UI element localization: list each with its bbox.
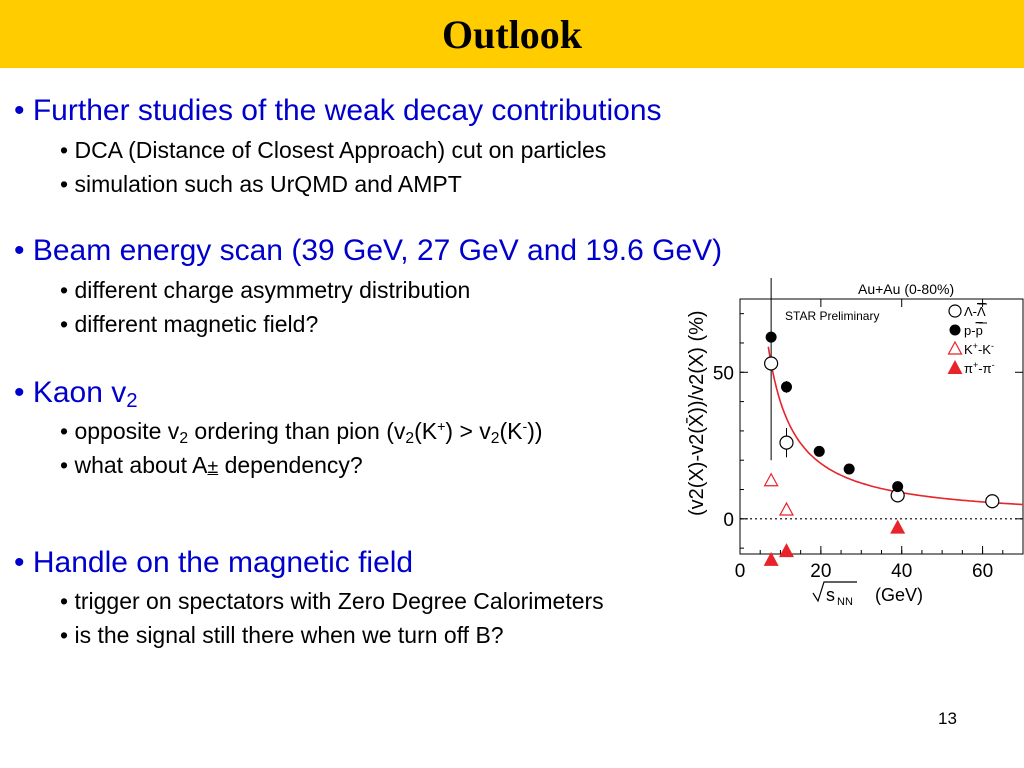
text-run: (K <box>414 418 438 444</box>
text-run: what about A <box>74 452 208 478</box>
bullet-marker: • <box>60 277 69 303</box>
text-run: )) <box>527 418 543 444</box>
data-point-proton <box>843 463 855 475</box>
bullet-marker: • <box>60 311 69 337</box>
bullet-kaon-v2: • Kaon v2 <box>14 376 138 412</box>
bullet-marker: • <box>14 546 25 579</box>
superscript: - <box>522 419 528 436</box>
sub-bullet-magnetic-field: • different magnetic field? <box>60 313 318 336</box>
legend-label: K+-K- <box>964 341 994 357</box>
x-axis-label-unit: (GeV) <box>875 585 923 605</box>
sub-bullet-text: different magnetic field? <box>74 311 319 337</box>
data-point-lambda <box>779 435 794 450</box>
subscript: 2 <box>179 429 189 447</box>
data-point-proton <box>765 331 777 343</box>
x-axis-label: s NN (GeV) <box>812 581 923 608</box>
subscript: 2 <box>126 390 138 413</box>
sub-bullet-text: DCA (Distance of Closest Approach) cut o… <box>74 137 607 163</box>
legend-label: p-p <box>964 323 983 338</box>
superscript: + <box>437 419 446 436</box>
v2-difference-chart: Au+Au (0-80%) STAR Preliminary (v2(X)-v2… <box>685 278 1024 608</box>
sub-bullet-charge-asymmetry: • different charge asymmetry distributio… <box>60 279 470 302</box>
title-bar: Outlook <box>0 0 1024 68</box>
legend-label: Λ-Λ <box>964 304 986 319</box>
plus-minus-symbol: ± <box>207 456 219 478</box>
bullet-marker: • <box>60 418 69 444</box>
bullet-text: Kaon v <box>32 376 127 409</box>
sub-bullet-turn-off-b: • is the signal still there when we turn… <box>60 624 504 647</box>
bullet-marker: • <box>14 234 25 267</box>
bullet-text: Beam energy scan (39 GeV, 27 GeV and 19.… <box>32 234 723 267</box>
data-point-proton <box>813 445 825 457</box>
x-tick-label: 60 <box>972 561 993 582</box>
sub-bullet-ordering: • opposite v2 ordering than pion (v2(K+)… <box>60 418 543 447</box>
chart-title: Au+Au (0-80%) <box>858 281 954 297</box>
chart-annotation: STAR Preliminary <box>785 309 879 323</box>
y-tick-label: 0 <box>723 510 734 531</box>
text-run: ordering than pion (v <box>188 418 406 444</box>
bullet-beam-energy-scan: • Beam energy scan (39 GeV, 27 GeV and 1… <box>14 236 722 266</box>
x-tick-label: 40 <box>891 561 912 582</box>
x-axis-label-sub: NN <box>837 596 853 608</box>
bullet-text: Further studies of the weak decay contri… <box>32 94 662 127</box>
sub-bullet-text: is the signal still there when we turn o… <box>74 622 504 648</box>
sub-bullet-simulation: • simulation such as UrQMD and AMPT <box>60 173 462 196</box>
data-point-kaon <box>778 501 795 516</box>
y-axis-label: (v2(X)-v2(X̄))/v2(X) (%) <box>685 310 708 516</box>
data-point-proton <box>892 481 904 493</box>
y-tick-label: 50 <box>713 363 734 384</box>
slide-title: Outlook <box>441 11 583 57</box>
bullet-marker: • <box>60 622 69 648</box>
x-tick-label: 20 <box>810 561 831 582</box>
bullet-marker: • <box>60 452 69 478</box>
legend-marker-pion <box>947 360 963 374</box>
data-point-proton <box>780 381 792 393</box>
x-tick-label: 0 <box>735 561 746 582</box>
text-run: opposite v <box>74 418 180 444</box>
sqrt-symbol <box>812 581 857 603</box>
data-point-pion <box>763 551 779 566</box>
data-point-pion <box>890 519 906 534</box>
text-run: ) > v <box>445 418 491 444</box>
legend-marker-kaon <box>947 340 963 355</box>
text-run: dependency? <box>218 452 363 478</box>
data-point-lambda <box>985 494 1000 509</box>
legend-marker-proton <box>949 324 961 336</box>
sub-bullet-text: different charge asymmetry distribution <box>74 277 471 303</box>
sub-bullet-text: simulation such as UrQMD and AMPT <box>74 171 462 197</box>
axis-ticks: 0 20 40 60 0 50 <box>713 299 1024 582</box>
sub-bullet-dependency: • what about A± dependency? <box>60 454 363 478</box>
bullet-marker: • <box>14 376 25 409</box>
bullet-text: Handle on the magnetic field <box>32 546 414 579</box>
sub-bullet-zdc: • trigger on spectators with Zero Degree… <box>60 590 604 613</box>
bullet-marker: • <box>60 171 69 197</box>
legend: Λ-Λ p-p K+-K-π+-π- <box>947 303 995 376</box>
x-axis-label-main: s <box>826 585 835 605</box>
bullet-marker: • <box>60 588 69 614</box>
bullet-marker: • <box>60 137 69 163</box>
page-number: 13 <box>938 709 957 728</box>
subscript: 2 <box>405 429 415 447</box>
sub-bullet-dca: • DCA (Distance of Closest Approach) cut… <box>60 139 606 162</box>
data-point-lambda <box>764 356 779 371</box>
y-axis-label-text: (v2(X)-v2(X̄))/v2(X) (%) <box>685 310 708 516</box>
data-points <box>763 278 1000 566</box>
bullet-weak-decay: • Further studies of the weak decay cont… <box>14 96 662 126</box>
sub-bullet-text: trigger on spectators with Zero Degree C… <box>74 588 604 614</box>
data-point-pion <box>778 543 794 558</box>
bullet-magnetic-field-handle: • Handle on the magnetic field <box>14 548 413 578</box>
legend-label: π+-π- <box>964 360 995 376</box>
subscript: 2 <box>490 429 500 447</box>
legend-marker-lambda <box>948 304 962 318</box>
bullet-marker: • <box>14 94 25 127</box>
data-point-kaon <box>763 472 779 487</box>
text-run: (K <box>499 418 523 444</box>
